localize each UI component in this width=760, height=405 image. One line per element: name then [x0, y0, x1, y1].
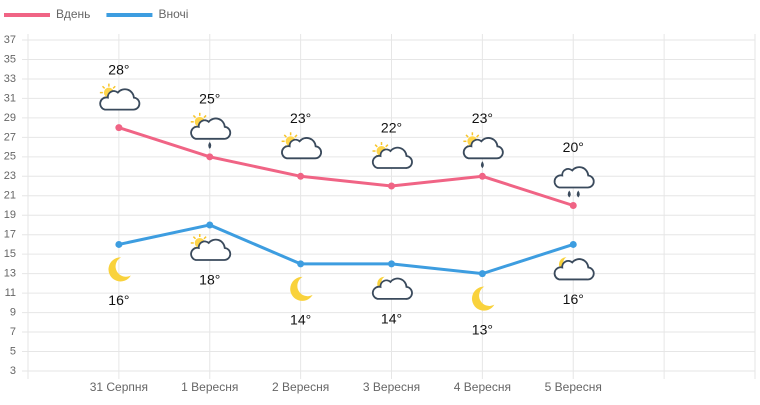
cloud	[190, 117, 232, 140]
value-label: 13°	[472, 321, 493, 337]
point	[388, 182, 395, 190]
weather-icon	[462, 132, 504, 169]
sun-ray	[385, 144, 389, 148]
value-label: 14°	[381, 311, 402, 327]
weather-icon	[471, 286, 495, 311]
value-label: 22°	[381, 120, 402, 136]
y-tick-label: 23	[4, 170, 16, 182]
line	[118, 223, 574, 276]
sun-ray	[192, 114, 197, 119]
cloud	[462, 137, 504, 160]
weather-icon	[190, 233, 232, 261]
y-tick-label: 31	[4, 92, 16, 104]
y-tick-label: 3	[10, 365, 16, 377]
weather-icon	[371, 276, 413, 300]
y-tick-label: 5	[10, 345, 16, 357]
value-label: 23°	[472, 110, 493, 126]
sun-ray	[476, 134, 480, 138]
sun-ray	[294, 134, 298, 138]
cloud	[553, 258, 595, 281]
y-tick-label: 7	[10, 326, 16, 338]
value-label: 16°	[108, 292, 129, 308]
sun-ray	[192, 236, 197, 240]
cloud	[99, 88, 141, 111]
legend-label: Вдень	[56, 7, 90, 21]
point	[297, 172, 305, 180]
weather-icon	[108, 257, 131, 282]
y-tick-label: 25	[4, 151, 16, 163]
y-tick-label: 19	[4, 209, 16, 221]
sun-ray	[465, 134, 469, 138]
weather-icon	[290, 276, 313, 301]
cloud	[371, 146, 413, 169]
point	[206, 221, 214, 229]
value-label: 25°	[199, 91, 220, 107]
sun-ray	[203, 114, 207, 119]
x-tick-label: 2 Вересня	[272, 380, 329, 394]
y-tick-label: 37	[4, 34, 16, 46]
cloud	[371, 277, 413, 300]
point	[388, 260, 395, 268]
point	[569, 202, 577, 209]
sun-ray	[203, 236, 207, 240]
y-tick-label: 9	[10, 306, 16, 318]
value-label: 18°	[199, 272, 220, 288]
x-tick-label: 1 Вересня	[181, 380, 238, 394]
point	[478, 270, 486, 278]
sun-ray	[374, 144, 378, 148]
value-label: 28°	[108, 61, 129, 77]
weather-icon	[99, 83, 141, 111]
rain-drop	[567, 190, 571, 198]
x-tick-label: 4 Вересня	[454, 380, 511, 394]
y-tick-label: 15	[4, 248, 16, 260]
weather-icon	[553, 257, 595, 281]
rain-drop	[480, 161, 484, 169]
y-tick-label: 27	[4, 131, 16, 143]
point	[297, 260, 305, 268]
point	[115, 240, 123, 248]
point	[478, 172, 486, 180]
rain-drop	[208, 141, 212, 149]
rain-drop	[576, 190, 580, 198]
weather-icon	[371, 142, 413, 169]
moon	[108, 257, 131, 282]
value-label: 16°	[563, 291, 584, 307]
legend-label: Вночі	[158, 7, 188, 21]
y-tick-label: 29	[4, 112, 16, 124]
y-tick-label: 33	[4, 73, 16, 85]
point	[569, 240, 577, 248]
cloud	[553, 166, 595, 189]
y-tick-label: 13	[4, 268, 16, 280]
x-tick-label: 31 Серпня	[90, 380, 148, 394]
moon	[290, 276, 313, 301]
weather-icon	[190, 112, 232, 149]
sun-ray	[112, 85, 116, 89]
y-tick-label: 11	[5, 287, 16, 299]
point	[115, 124, 123, 132]
value-label: 20°	[563, 139, 584, 155]
x-tick-label: 5 Вересня	[545, 380, 602, 394]
cloud	[281, 137, 323, 160]
weather-icon	[553, 166, 595, 198]
value-label: 14°	[290, 312, 311, 328]
y-tick-label: 17	[4, 229, 16, 241]
cloud	[190, 238, 232, 261]
x-tick-label: 3 Вересня	[363, 380, 420, 394]
value-label: 23°	[290, 110, 311, 126]
point	[206, 153, 214, 161]
sun-ray	[283, 134, 287, 138]
line	[118, 126, 574, 207]
sun-ray	[101, 85, 106, 89]
moon	[471, 286, 495, 311]
y-tick-label: 21	[4, 190, 16, 202]
weather-icon	[281, 132, 323, 160]
y-tick-label: 35	[4, 53, 16, 65]
